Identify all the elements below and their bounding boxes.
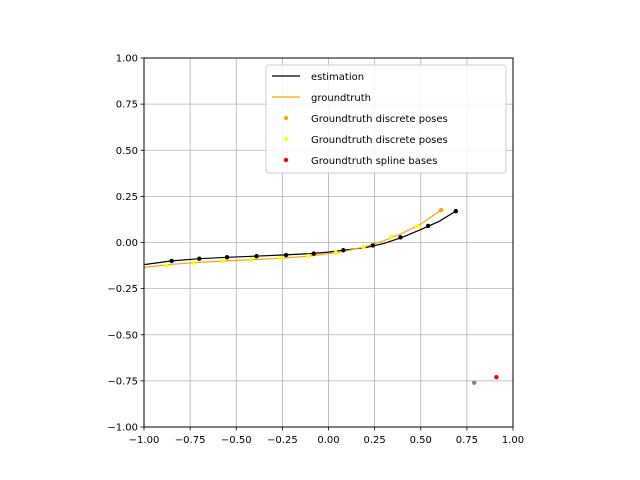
x-tick-label: 0.50 [410, 435, 432, 446]
data-point [197, 256, 202, 261]
data-point [453, 208, 459, 214]
y-tick-label: −1.00 [107, 423, 138, 434]
legend-label: groundtruth [311, 93, 371, 104]
data-point [221, 258, 226, 264]
x-tick-label: 1.00 [502, 435, 524, 446]
x-tick-label: −1.00 [129, 435, 160, 446]
data-point [254, 253, 259, 259]
y-tick-label: −0.25 [107, 284, 138, 295]
data-point [191, 260, 197, 265]
x-tick-label: 0.00 [317, 435, 339, 446]
x-tick-label: 0.25 [363, 435, 385, 446]
legend-label: Groundtruth discrete poses [311, 135, 448, 146]
x-tick-label: 0.75 [456, 435, 478, 446]
y-tick-label: 0.50 [116, 146, 138, 157]
y-tick-label: 0.25 [116, 192, 138, 203]
y-tick-label: 0.00 [116, 238, 138, 249]
data-point [472, 380, 477, 385]
series-line-groundtruth [143, 209, 442, 268]
x-tick-label: −0.50 [221, 435, 252, 446]
data-point [283, 252, 289, 258]
y-tick-label: 1.00 [116, 54, 138, 65]
data-point [341, 248, 346, 253]
legend-swatch-dot [283, 157, 289, 163]
legend-label: estimation [311, 72, 364, 83]
y-tick-label: −0.75 [107, 376, 138, 387]
data-point [398, 235, 403, 240]
y-tick-label: 0.75 [116, 100, 138, 111]
data-point [438, 208, 444, 213]
legend-swatch-dot [283, 115, 289, 121]
data-point [169, 258, 174, 264]
data-point [425, 223, 431, 229]
data-point [494, 374, 499, 380]
data-point [414, 223, 420, 229]
data-point [163, 263, 169, 268]
legend-swatch-dot [283, 136, 289, 142]
data-point [278, 255, 283, 261]
legend: estimation groundtruth Groundtruth discret… [265, 64, 507, 174]
data-point [248, 257, 254, 262]
ticks: −1.00 −0.75 −0.50 −0.25 0.00 0.25 0.50 0.75 1.00… [107, 54, 524, 447]
data-point [370, 243, 375, 248]
data-point [311, 251, 316, 256]
series-line-estimation [143, 210, 457, 266]
data-point [224, 255, 230, 260]
series [143, 208, 499, 385]
x-tick-label: −0.25 [267, 435, 298, 446]
y-tick-label: −0.50 [107, 330, 138, 341]
data-point [306, 253, 311, 259]
legend-label: Groundtruth spline bases [311, 156, 437, 167]
legend-box [265, 64, 507, 174]
data-point [389, 234, 394, 240]
data-point [361, 244, 366, 250]
legend-label: Groundtruth discrete poses [311, 114, 448, 125]
x-tick-label: −0.75 [175, 435, 206, 446]
data-point [333, 250, 339, 255]
